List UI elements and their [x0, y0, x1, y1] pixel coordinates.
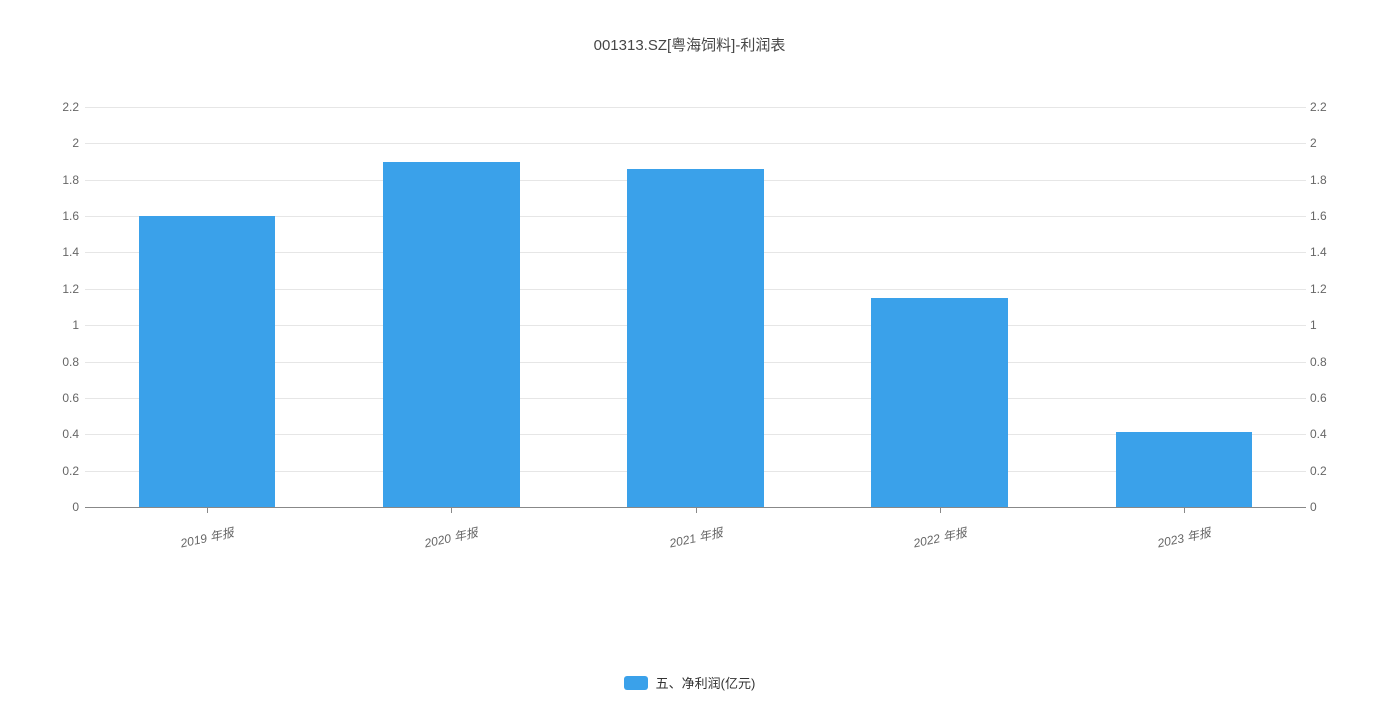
y-tick-label-left: 1.4	[29, 245, 79, 259]
y-tick-label-left: 0.6	[29, 391, 79, 405]
x-tick	[1184, 507, 1185, 513]
grid-line	[85, 107, 1306, 108]
y-tick-label-right: 0.2	[1310, 464, 1360, 478]
bar	[627, 169, 764, 507]
bar	[139, 216, 276, 507]
bar	[383, 162, 520, 507]
x-tick	[451, 507, 452, 513]
plot-area	[85, 107, 1306, 507]
bar	[871, 298, 1008, 507]
y-tick-label-right: 1	[1310, 318, 1360, 332]
y-tick-label-right: 0.6	[1310, 391, 1360, 405]
y-tick-label-right: 2	[1310, 136, 1360, 150]
x-tick-label: 2019 年报	[179, 524, 235, 552]
y-tick-label-left: 0	[29, 500, 79, 514]
y-tick-label-left: 2.2	[29, 100, 79, 114]
y-tick-label-left: 1.8	[29, 173, 79, 187]
y-tick-label-right: 1.6	[1310, 209, 1360, 223]
x-tick	[696, 507, 697, 513]
y-tick-label-left: 1	[29, 318, 79, 332]
y-tick-label-left: 0.8	[29, 355, 79, 369]
legend: 五、净利润(亿元)	[0, 673, 1379, 692]
chart-title: 001313.SZ[粤海饲料]-利润表	[0, 34, 1379, 55]
y-tick-label-left: 1.2	[29, 282, 79, 296]
y-tick-label-right: 1.8	[1310, 173, 1360, 187]
y-tick-label-left: 1.6	[29, 209, 79, 223]
bar-chart: 001313.SZ[粤海饲料]-利润表 五、净利润(亿元) 0 0 0.2 0.2 0.…	[0, 0, 1379, 720]
grid-line	[85, 143, 1306, 144]
y-tick-label-right: 2.2	[1310, 100, 1360, 114]
x-tick-label: 2020 年报	[423, 524, 479, 552]
x-tick-label: 2022 年报	[911, 524, 967, 552]
y-tick-label-left: 0.4	[29, 427, 79, 441]
legend-label: 五、净利润(亿元)	[656, 673, 756, 692]
x-tick	[207, 507, 208, 513]
y-tick-label-right: 0	[1310, 500, 1360, 514]
y-tick-label-right: 0.8	[1310, 355, 1360, 369]
x-tick	[940, 507, 941, 513]
x-tick-label: 2021 年报	[667, 524, 723, 552]
bar	[1116, 432, 1253, 507]
y-tick-label-right: 0.4	[1310, 427, 1360, 441]
y-tick-label-left: 0.2	[29, 464, 79, 478]
y-tick-label-right: 1.4	[1310, 245, 1360, 259]
y-tick-label-left: 2	[29, 136, 79, 150]
x-tick-label: 2023 年报	[1156, 524, 1212, 552]
y-tick-label-right: 1.2	[1310, 282, 1360, 296]
legend-swatch	[624, 676, 648, 690]
